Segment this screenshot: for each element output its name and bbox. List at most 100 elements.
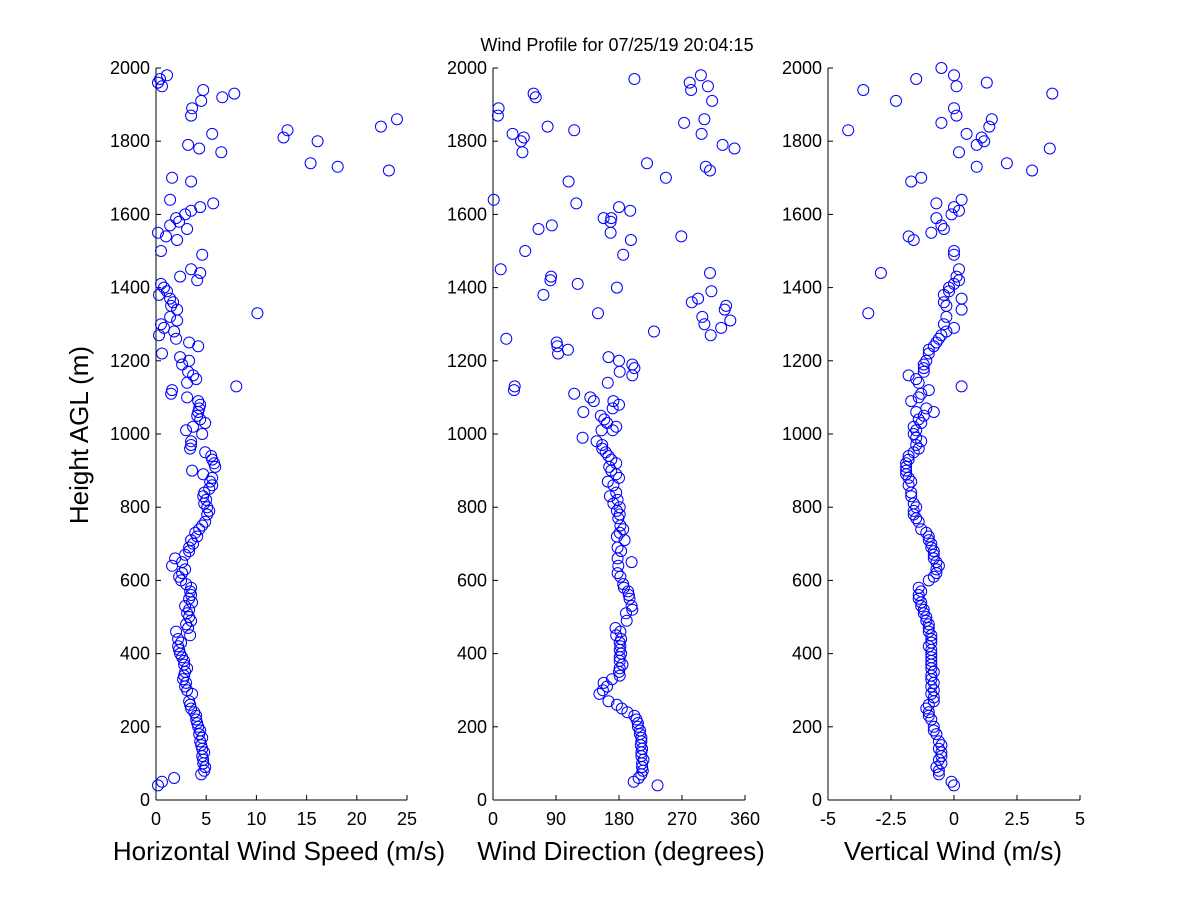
data-point — [626, 358, 639, 371]
data-point — [197, 84, 210, 96]
data-point — [617, 581, 630, 594]
data-point — [932, 753, 945, 766]
data-point — [180, 676, 193, 689]
data-point — [191, 409, 204, 422]
data-point — [927, 665, 940, 678]
data-point — [920, 702, 933, 715]
data-point — [568, 124, 581, 137]
data-point — [925, 629, 938, 642]
data-point — [902, 230, 915, 243]
data-point — [179, 600, 192, 612]
data-point — [1046, 87, 1059, 100]
data-point — [166, 171, 179, 184]
data-point — [603, 460, 616, 473]
data-point — [173, 643, 186, 656]
x-tick-label: 2.5 — [1004, 809, 1029, 829]
data-point — [685, 84, 698, 96]
data-point — [169, 552, 182, 565]
y-tick-label: 1800 — [110, 131, 150, 151]
data-point — [932, 735, 945, 748]
data-point — [624, 234, 637, 246]
data-point — [492, 102, 505, 115]
data-point — [937, 223, 950, 235]
data-point — [561, 343, 574, 356]
data-point — [174, 351, 187, 364]
data-point — [613, 354, 625, 367]
data-point — [602, 450, 615, 462]
data-point — [659, 171, 672, 184]
data-point — [917, 603, 930, 616]
x-axis-label-wind-direction: Wind Direction (degrees) — [477, 836, 765, 866]
data-point — [613, 201, 625, 214]
data-point — [922, 706, 935, 719]
data-point — [912, 515, 925, 528]
data-point — [698, 318, 711, 331]
data-point — [641, 157, 653, 170]
data-point — [183, 336, 196, 349]
data-point — [185, 439, 198, 451]
data-point — [196, 731, 209, 744]
data-point — [978, 135, 991, 148]
data-point — [606, 402, 619, 415]
y-tick-label: 2000 — [110, 58, 150, 78]
data-point — [506, 127, 519, 140]
data-point — [932, 768, 945, 781]
data-point — [907, 504, 920, 517]
data-point — [153, 329, 165, 342]
data-point — [610, 629, 623, 642]
data-point — [181, 391, 194, 404]
data-point — [704, 329, 717, 342]
x-tick-label: 15 — [297, 809, 317, 829]
data-point — [185, 109, 198, 122]
y-tick-label: 800 — [792, 497, 822, 517]
data-point — [930, 197, 943, 210]
data-point — [699, 160, 712, 173]
y-tick-label: 1600 — [782, 204, 822, 224]
data-point — [597, 212, 610, 225]
data-point — [614, 570, 627, 583]
data-point — [910, 431, 923, 444]
data-point — [281, 124, 294, 137]
data-point — [610, 281, 623, 294]
data-point — [508, 384, 520, 397]
data-point — [910, 512, 923, 525]
data-point — [945, 775, 958, 788]
data-point — [544, 274, 557, 287]
y-tick-label: 0 — [477, 790, 487, 810]
data-point — [975, 131, 988, 144]
x-tick-label: 270 — [667, 809, 697, 829]
data-point — [602, 351, 615, 364]
x-axis-label-vertical-wind: Vertical Wind (m/s) — [844, 836, 1062, 866]
data-point — [922, 640, 935, 653]
data-point — [910, 501, 923, 514]
data-point — [927, 570, 940, 583]
data-point — [704, 164, 716, 177]
data-point — [955, 303, 968, 316]
data-point — [902, 471, 915, 484]
data-point — [696, 310, 709, 323]
data-point — [517, 131, 530, 144]
data-point — [692, 292, 705, 305]
data-point — [196, 428, 209, 440]
data-point — [920, 402, 933, 415]
data-point — [195, 94, 208, 107]
data-point — [277, 131, 290, 144]
data-point — [613, 669, 626, 682]
x-tick-label: 0 — [488, 809, 498, 829]
x-tick-label: 90 — [546, 809, 566, 829]
data-point — [170, 625, 183, 638]
data-point — [1000, 157, 1013, 170]
data-point — [186, 596, 199, 609]
data-point — [599, 446, 612, 459]
data-point — [216, 91, 229, 104]
y-tick-label: 1200 — [447, 351, 487, 371]
data-point — [494, 263, 507, 276]
data-point — [900, 457, 913, 470]
data-point — [168, 325, 181, 338]
data-point — [183, 541, 196, 554]
x-tick-label: 0 — [949, 809, 959, 829]
data-point — [603, 490, 616, 503]
data-point — [166, 559, 179, 572]
data-point — [950, 80, 963, 93]
data-point — [176, 358, 189, 371]
